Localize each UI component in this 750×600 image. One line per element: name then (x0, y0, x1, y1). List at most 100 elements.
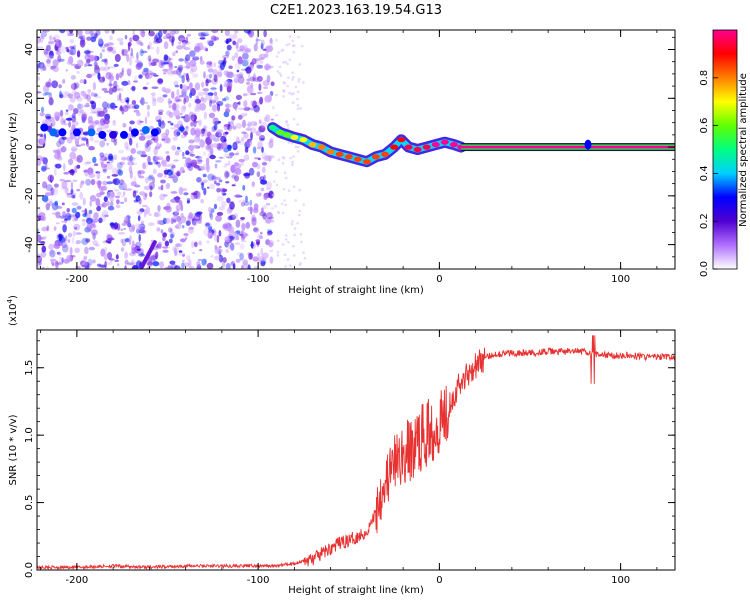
noise-speckle (206, 147, 214, 153)
noise-speckle (218, 206, 226, 211)
noise-speckle (240, 230, 244, 239)
noise-speckle (175, 243, 183, 248)
noise-speckle (252, 76, 257, 82)
noise-speckle (37, 143, 43, 150)
noise-speckle (97, 110, 105, 117)
noise-speckle (288, 91, 291, 95)
noise-speckle (198, 240, 203, 246)
noise-speckle (49, 258, 57, 262)
noise-speckle (130, 55, 135, 59)
noise-speckle (129, 53, 134, 57)
noise-speckle (69, 115, 75, 118)
noise-speckle (252, 146, 257, 154)
noise-speckle (265, 217, 272, 224)
noise-speckle (284, 60, 287, 64)
noise-speckle (178, 74, 184, 79)
noise-speckle (197, 138, 203, 142)
noise-speckle (140, 50, 148, 54)
noise-speckle (159, 261, 165, 269)
noise-speckle (265, 187, 271, 191)
noise-speckle (107, 205, 115, 211)
noise-speckle (37, 149, 40, 154)
noise-speckle (216, 129, 223, 134)
noise-speckle (157, 78, 164, 84)
noise-speckle (270, 118, 274, 121)
noise-speckle (55, 222, 60, 225)
noise-speckle (263, 30, 267, 38)
noise-speckle (156, 119, 161, 122)
noise-speckle (202, 124, 209, 130)
noise-speckle (241, 119, 247, 128)
noise-speckle (93, 163, 99, 166)
noise-speckle (115, 204, 121, 209)
noise-speckle (85, 238, 91, 243)
noise-speckle (168, 100, 173, 105)
noise-speckle (218, 156, 224, 159)
noise-speckle (194, 82, 201, 91)
noise-speckle (265, 65, 269, 71)
noise-speckle (162, 232, 168, 238)
noise-speckle (105, 261, 113, 266)
noise-speckle (141, 70, 149, 76)
noise-speckle (99, 156, 106, 163)
noise-speckle (84, 168, 89, 177)
noise-speckle (291, 220, 294, 223)
noise-speckle (90, 111, 97, 114)
noise-speckle (233, 77, 240, 84)
noise-speckle (89, 30, 94, 35)
noise-speckle (261, 146, 264, 153)
noise-speckle (179, 166, 185, 174)
noise-speckle (80, 90, 87, 97)
noise-speckle (253, 227, 260, 233)
noise-speckle (182, 41, 186, 48)
noise-speckle (252, 208, 259, 214)
noise-speckle (41, 165, 47, 172)
noise-speckle (138, 198, 142, 205)
noise-speckle (128, 126, 132, 132)
noise-speckle (225, 103, 230, 109)
noise-speckle (200, 181, 205, 186)
noise-speckle (95, 30, 101, 36)
noise-speckle (211, 175, 217, 180)
noise-speckle (122, 123, 127, 128)
noise-speckle (167, 98, 171, 106)
noise-speckle (206, 60, 211, 69)
noise-speckle (130, 148, 136, 154)
noise-speckle (168, 238, 173, 244)
noise-speckle (277, 51, 280, 54)
noise-speckle (253, 105, 260, 113)
noise-speckle (237, 114, 243, 120)
noise-speckle (120, 228, 123, 231)
noise-speckle (182, 225, 185, 229)
noise-speckle (291, 101, 295, 104)
noise-speckle (71, 116, 77, 123)
noise-speckle (104, 260, 107, 269)
noise-speckle (127, 222, 132, 228)
noise-speckle (129, 170, 133, 179)
noise-speckle (51, 80, 59, 89)
noise-speckle (161, 160, 164, 165)
noise-speckle (152, 98, 157, 107)
noise-speckle (255, 111, 260, 114)
snr-y-axis-label: SNR (10 * v/v) (8, 414, 19, 485)
noise-speckle (153, 147, 158, 156)
noise-speckle (92, 240, 99, 246)
noise-speckle (136, 260, 142, 269)
noise-speckle (68, 158, 74, 166)
noise-speckle (187, 85, 190, 90)
noise-speckle (229, 201, 235, 210)
noise-speckle (175, 50, 178, 54)
noise-speckle (164, 266, 168, 269)
noise-speckle (45, 62, 52, 67)
noise-speckle (139, 191, 146, 196)
noise-speckle (163, 41, 169, 50)
noise-speckle (200, 128, 206, 135)
noise-speckle (267, 229, 272, 233)
x-tick-label: 100 (611, 274, 630, 285)
noise-speckle (237, 56, 243, 65)
x-tick-label: -100 (247, 575, 270, 586)
noise-speckle (186, 215, 192, 220)
noise-speckle (230, 242, 235, 251)
noise-speckle (147, 155, 151, 164)
noise-speckle (185, 150, 190, 156)
